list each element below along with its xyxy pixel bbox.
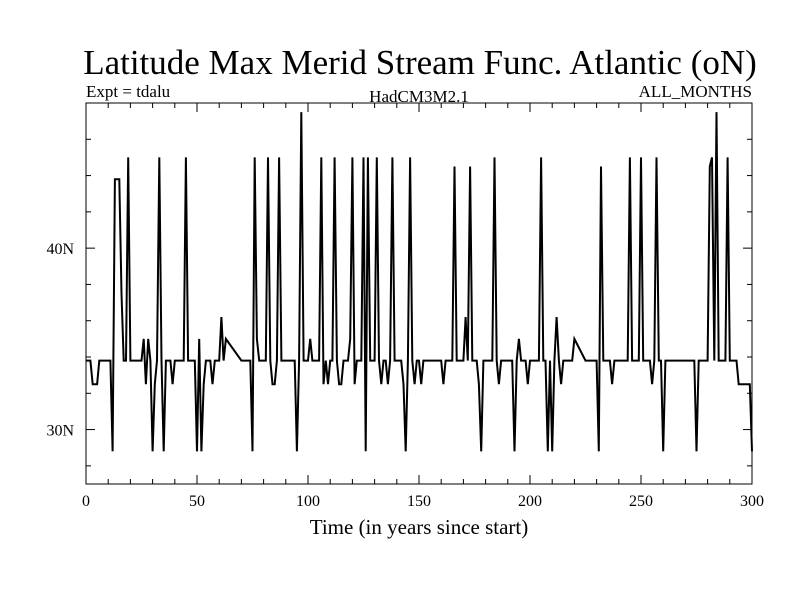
y-tick-label: 30N [46, 423, 74, 440]
x-tick-label: 150 [407, 493, 431, 510]
model-label: HadCM3M2.1 [369, 87, 469, 106]
x-tick-label: 200 [518, 493, 542, 510]
months-label: ALL_MONTHS [639, 82, 752, 101]
x-tick-label: 250 [629, 493, 653, 510]
axis-ticks [85, 102, 753, 484]
chart-title: Latitude Max Merid Stream Func. Atlantic… [83, 43, 757, 82]
x-tick-label: 300 [740, 493, 764, 510]
y-tick-labels: 30N 40N [46, 241, 74, 439]
x-axis-label: Time (in years since start) [310, 515, 529, 539]
x-tick-label: 100 [296, 493, 320, 510]
y-tick-label: 40N [46, 241, 74, 258]
x-tick-label: 0 [82, 493, 90, 510]
experiment-label: Expt = tdalu [86, 82, 171, 101]
x-tick-label: 50 [189, 493, 205, 510]
series-line [86, 112, 753, 452]
x-tick-labels: 0 50 100 150 200 250 300 [82, 493, 764, 510]
